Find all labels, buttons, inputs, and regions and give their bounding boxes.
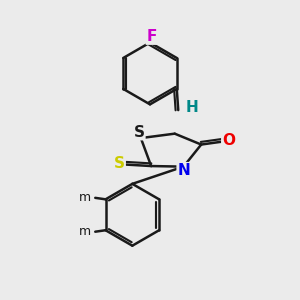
Text: S: S (134, 125, 145, 140)
Text: H: H (186, 100, 199, 115)
Text: S: S (114, 156, 125, 171)
Text: O: O (222, 133, 235, 148)
Text: m: m (79, 225, 91, 238)
Text: F: F (146, 29, 157, 44)
Text: m: m (79, 191, 91, 204)
Text: N: N (177, 163, 190, 178)
